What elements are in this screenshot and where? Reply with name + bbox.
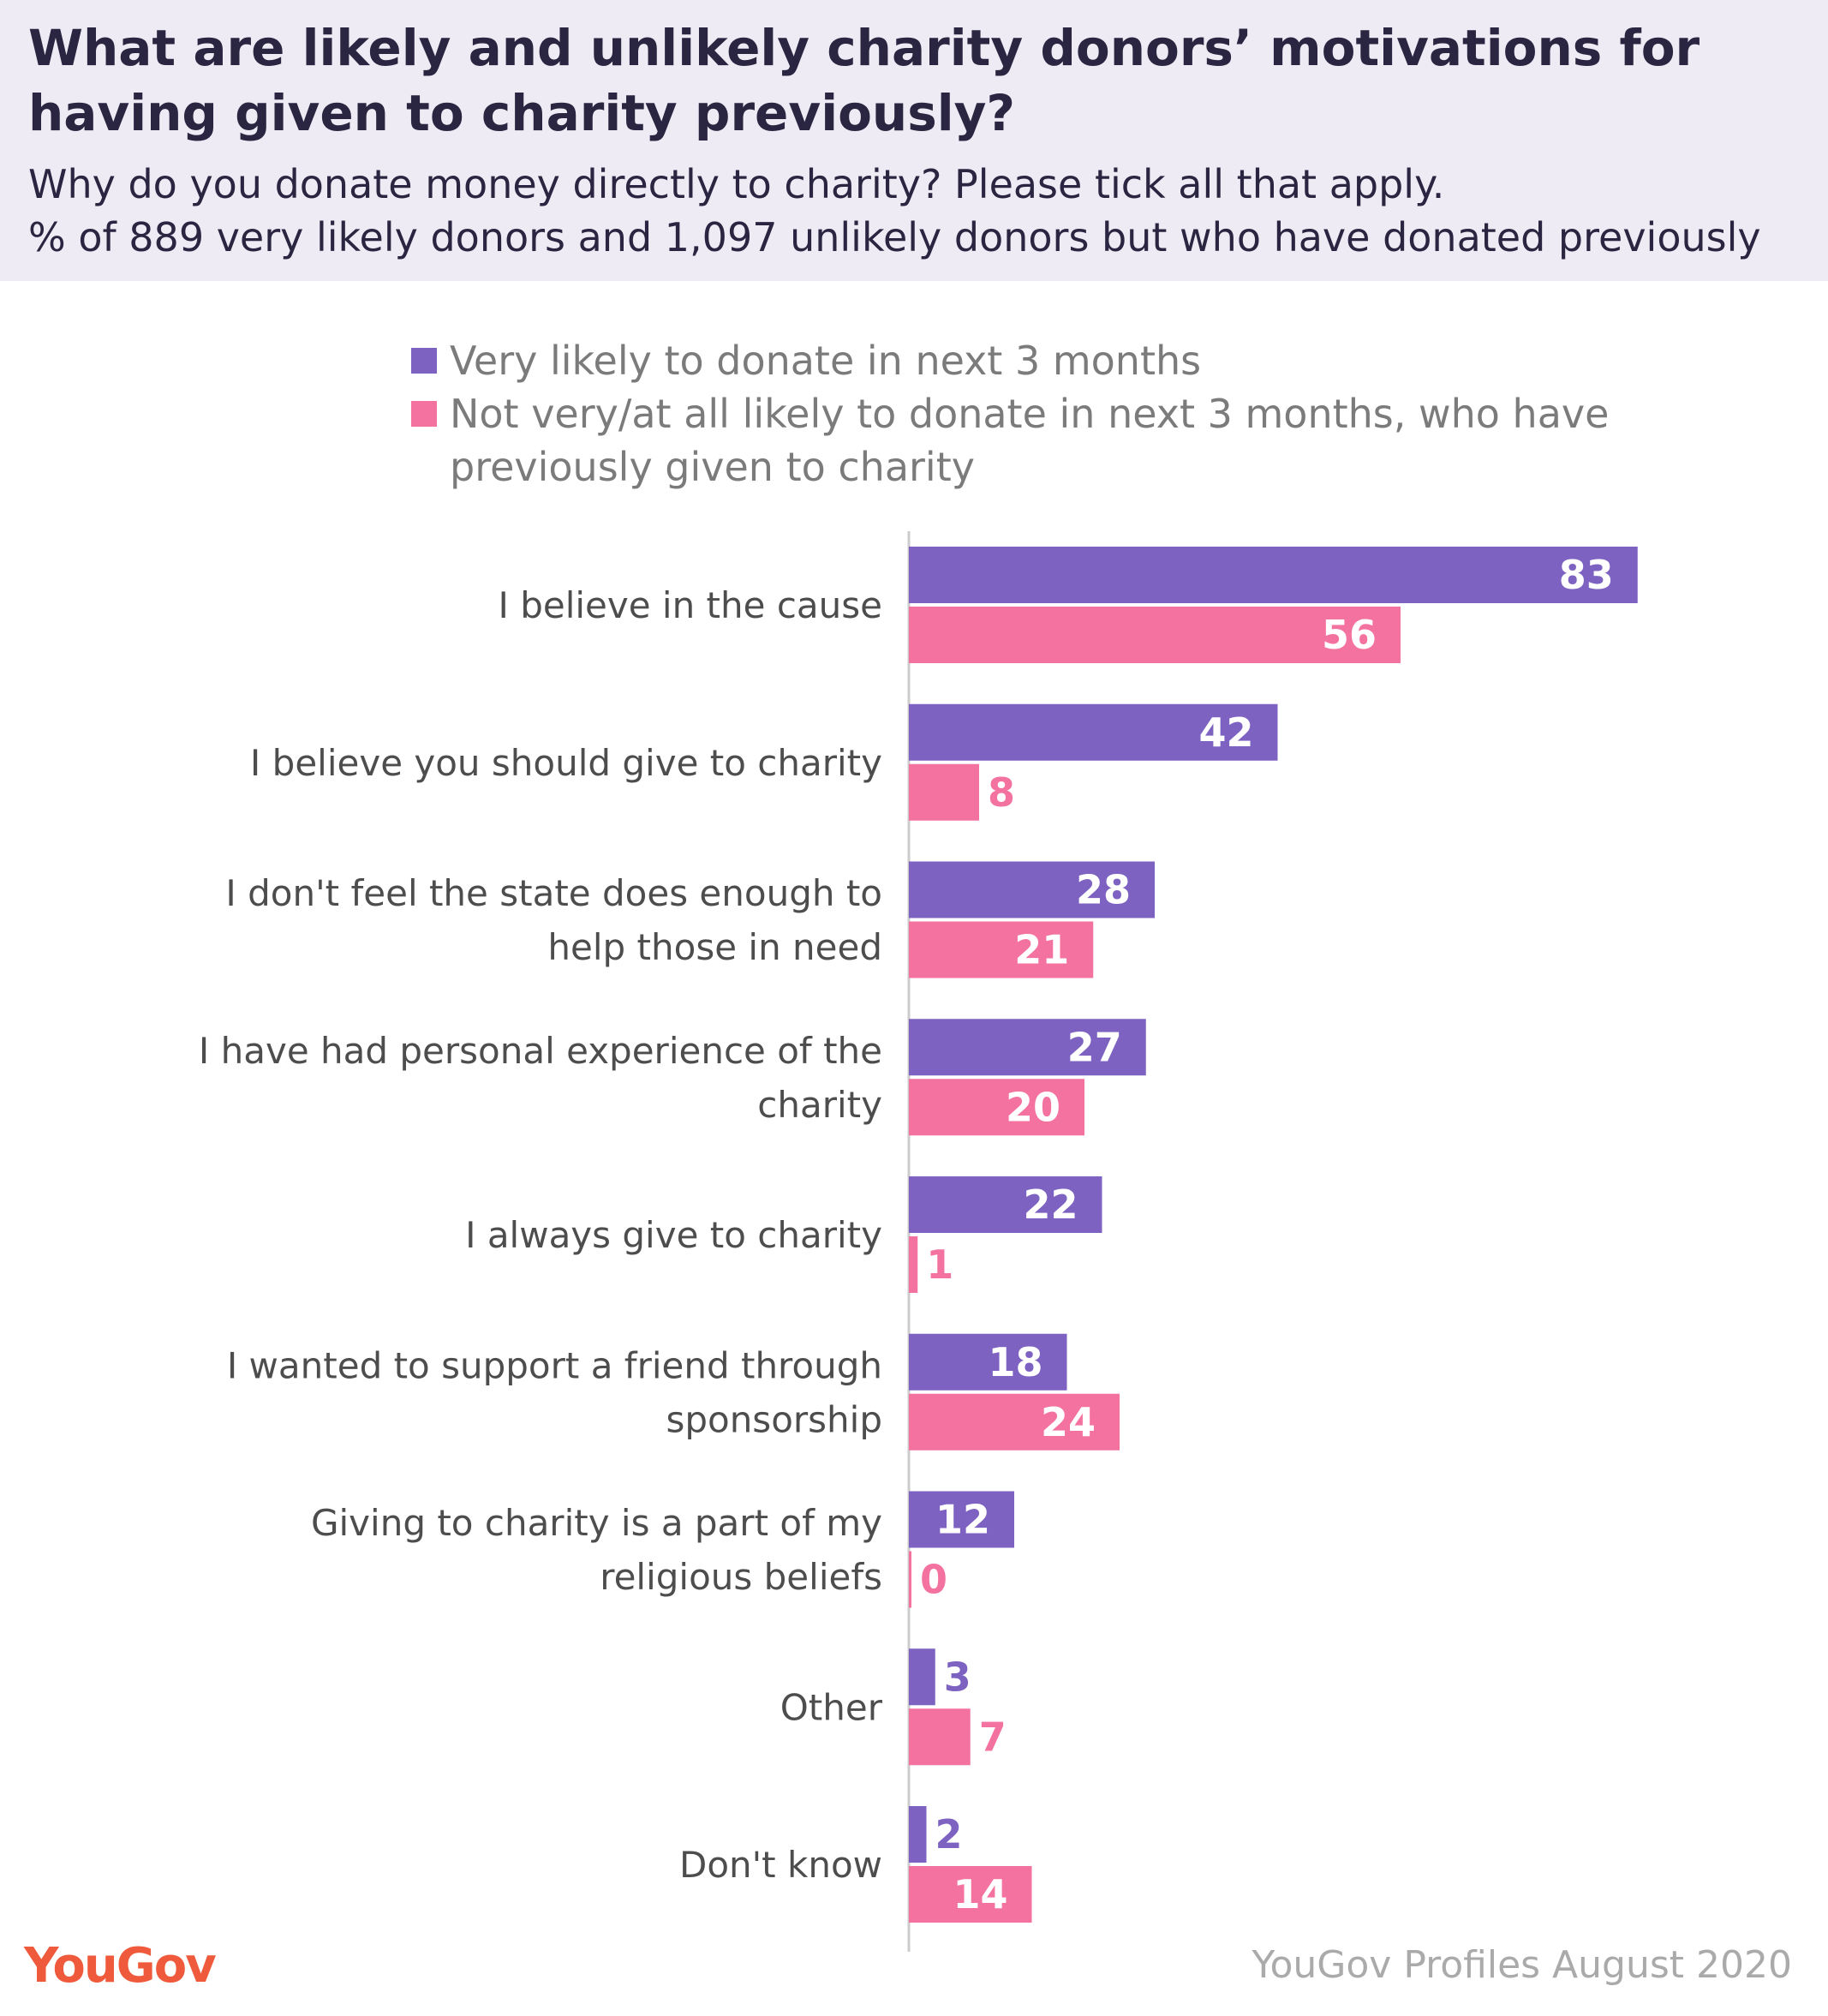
category-label-giving-to-charity-is-a-part-of-my-religious-beliefs-line2: religious beliefs xyxy=(600,1556,882,1598)
value-label-likely-i-wanted-to-support-a-friend-through-sponsorship: 18 xyxy=(988,1339,1042,1385)
chart-title: What are likely and unlikely charity don… xyxy=(28,19,1700,142)
value-label-unlikely-i-believe-in-the-cause: 56 xyxy=(1322,612,1377,658)
chart-subtitle-base: % of 889 very likely donors and 1,097 un… xyxy=(28,214,1761,260)
bar-unlikely-i-don-t-feel-the-state-does-enough-to-help-those-in-need xyxy=(909,921,1094,978)
value-label-likely-i-always-give-to-charity: 22 xyxy=(1023,1181,1078,1228)
category-label-i-have-had-personal-experience-of-the-charity-line2: charity xyxy=(757,1084,882,1126)
bar-likely-other xyxy=(909,1648,935,1706)
chart-subtitle-question: Why do you donate money directly to char… xyxy=(28,161,1445,207)
source-note: YouGov Profiles August 2020 xyxy=(1252,1943,1792,1987)
bar-unlikely-i-believe-in-the-cause xyxy=(909,607,1401,663)
legend-swatch-unlikely xyxy=(411,401,437,427)
bar-unlikely-i-have-had-personal-experience-of-the-charity xyxy=(909,1079,1084,1136)
category-label-don-t-know: Don't know xyxy=(679,1844,882,1886)
bar-likely-giving-to-charity-is-a-part-of-my-religious-beliefs xyxy=(909,1491,1014,1548)
bar-likely-don-t-know xyxy=(909,1806,927,1863)
bar-unlikely-i-wanted-to-support-a-friend-through-sponsorship xyxy=(909,1393,1120,1451)
category-label-i-don-t-feel-the-state-does-enough-to-help-those-in-need-line1: I don't feel the state does enough to xyxy=(225,872,882,914)
value-label-unlikely-other: 7 xyxy=(979,1714,1007,1760)
legend-label-likely: Very likely to donate in next 3 months xyxy=(450,338,1202,384)
value-label-unlikely-i-wanted-to-support-a-friend-through-sponsorship: 24 xyxy=(1041,1399,1096,1445)
value-label-likely-other: 3 xyxy=(944,1654,971,1700)
category-label-i-believe-you-should-give-to-charity: I believe you should give to charity xyxy=(250,742,882,784)
value-label-unlikely-i-have-had-personal-experience-of-the-charity: 20 xyxy=(1006,1084,1060,1130)
bar-likely-i-wanted-to-support-a-friend-through-sponsorship xyxy=(909,1333,1067,1391)
bar-likely-i-believe-you-should-give-to-charity xyxy=(909,703,1278,761)
category-label-i-wanted-to-support-a-friend-through-sponsorship-line1: I wanted to support a friend through xyxy=(227,1344,882,1386)
category-label-i-believe-in-the-cause: I believe in the cause xyxy=(498,584,882,626)
bar-unlikely-giving-to-charity-is-a-part-of-my-religious-beliefs xyxy=(909,1551,911,1608)
legend-swatch-likely xyxy=(411,348,437,374)
bar-unlikely-don-t-know xyxy=(909,1866,1032,1923)
legend-label-unlikely: Not very/at all likely to donate in next… xyxy=(450,391,1610,490)
value-label-unlikely-i-don-t-feel-the-state-does-enough-to-help-those-in-need: 21 xyxy=(1014,927,1069,973)
category-label-giving-to-charity-is-a-part-of-my-religious-beliefs-line1: Giving to charity is a part of my xyxy=(311,1502,882,1544)
value-label-unlikely-don-t-know: 14 xyxy=(953,1871,1007,1917)
category-label-other: Other xyxy=(780,1686,883,1728)
yougov-logo: YouGov xyxy=(24,1938,217,1994)
bar-likely-i-believe-in-the-cause xyxy=(909,547,1638,603)
header-banner: What are likely and unlikely charity don… xyxy=(0,0,1828,281)
value-label-unlikely-i-believe-you-should-give-to-charity: 8 xyxy=(988,769,1015,816)
value-label-likely-i-believe-you-should-give-to-charity: 42 xyxy=(1198,709,1253,756)
category-label-i-have-had-personal-experience-of-the-charity-line1: I have had personal experience of the xyxy=(199,1030,882,1072)
bar-likely-i-have-had-personal-experience-of-the-charity xyxy=(909,1019,1146,1076)
value-label-likely-don-t-know: 2 xyxy=(935,1811,963,1857)
bar-likely-i-don-t-feel-the-state-does-enough-to-help-those-in-need xyxy=(909,861,1155,918)
value-label-likely-i-believe-in-the-cause: 83 xyxy=(1559,552,1614,598)
value-label-likely-i-don-t-feel-the-state-does-enough-to-help-those-in-need: 28 xyxy=(1076,867,1131,913)
value-label-unlikely-i-always-give-to-charity: 1 xyxy=(926,1241,953,1288)
value-label-likely-giving-to-charity-is-a-part-of-my-religious-beliefs: 12 xyxy=(935,1497,990,1543)
bar-unlikely-i-believe-you-should-give-to-charity xyxy=(909,763,979,821)
bar-unlikely-i-always-give-to-charity xyxy=(909,1236,918,1293)
category-label-i-wanted-to-support-a-friend-through-sponsorship-line2: sponsorship xyxy=(666,1398,882,1440)
category-label-i-don-t-feel-the-state-does-enough-to-help-those-in-need-line2: help those in need xyxy=(547,926,882,968)
category-label-i-always-give-to-charity: I always give to charity xyxy=(465,1214,882,1256)
bar-likely-i-always-give-to-charity xyxy=(909,1176,1102,1233)
bar-unlikely-other xyxy=(909,1708,971,1766)
value-label-unlikely-giving-to-charity-is-a-part-of-my-religious-beliefs: 0 xyxy=(920,1557,947,1603)
value-label-likely-i-have-had-personal-experience-of-the-charity: 27 xyxy=(1067,1024,1122,1070)
